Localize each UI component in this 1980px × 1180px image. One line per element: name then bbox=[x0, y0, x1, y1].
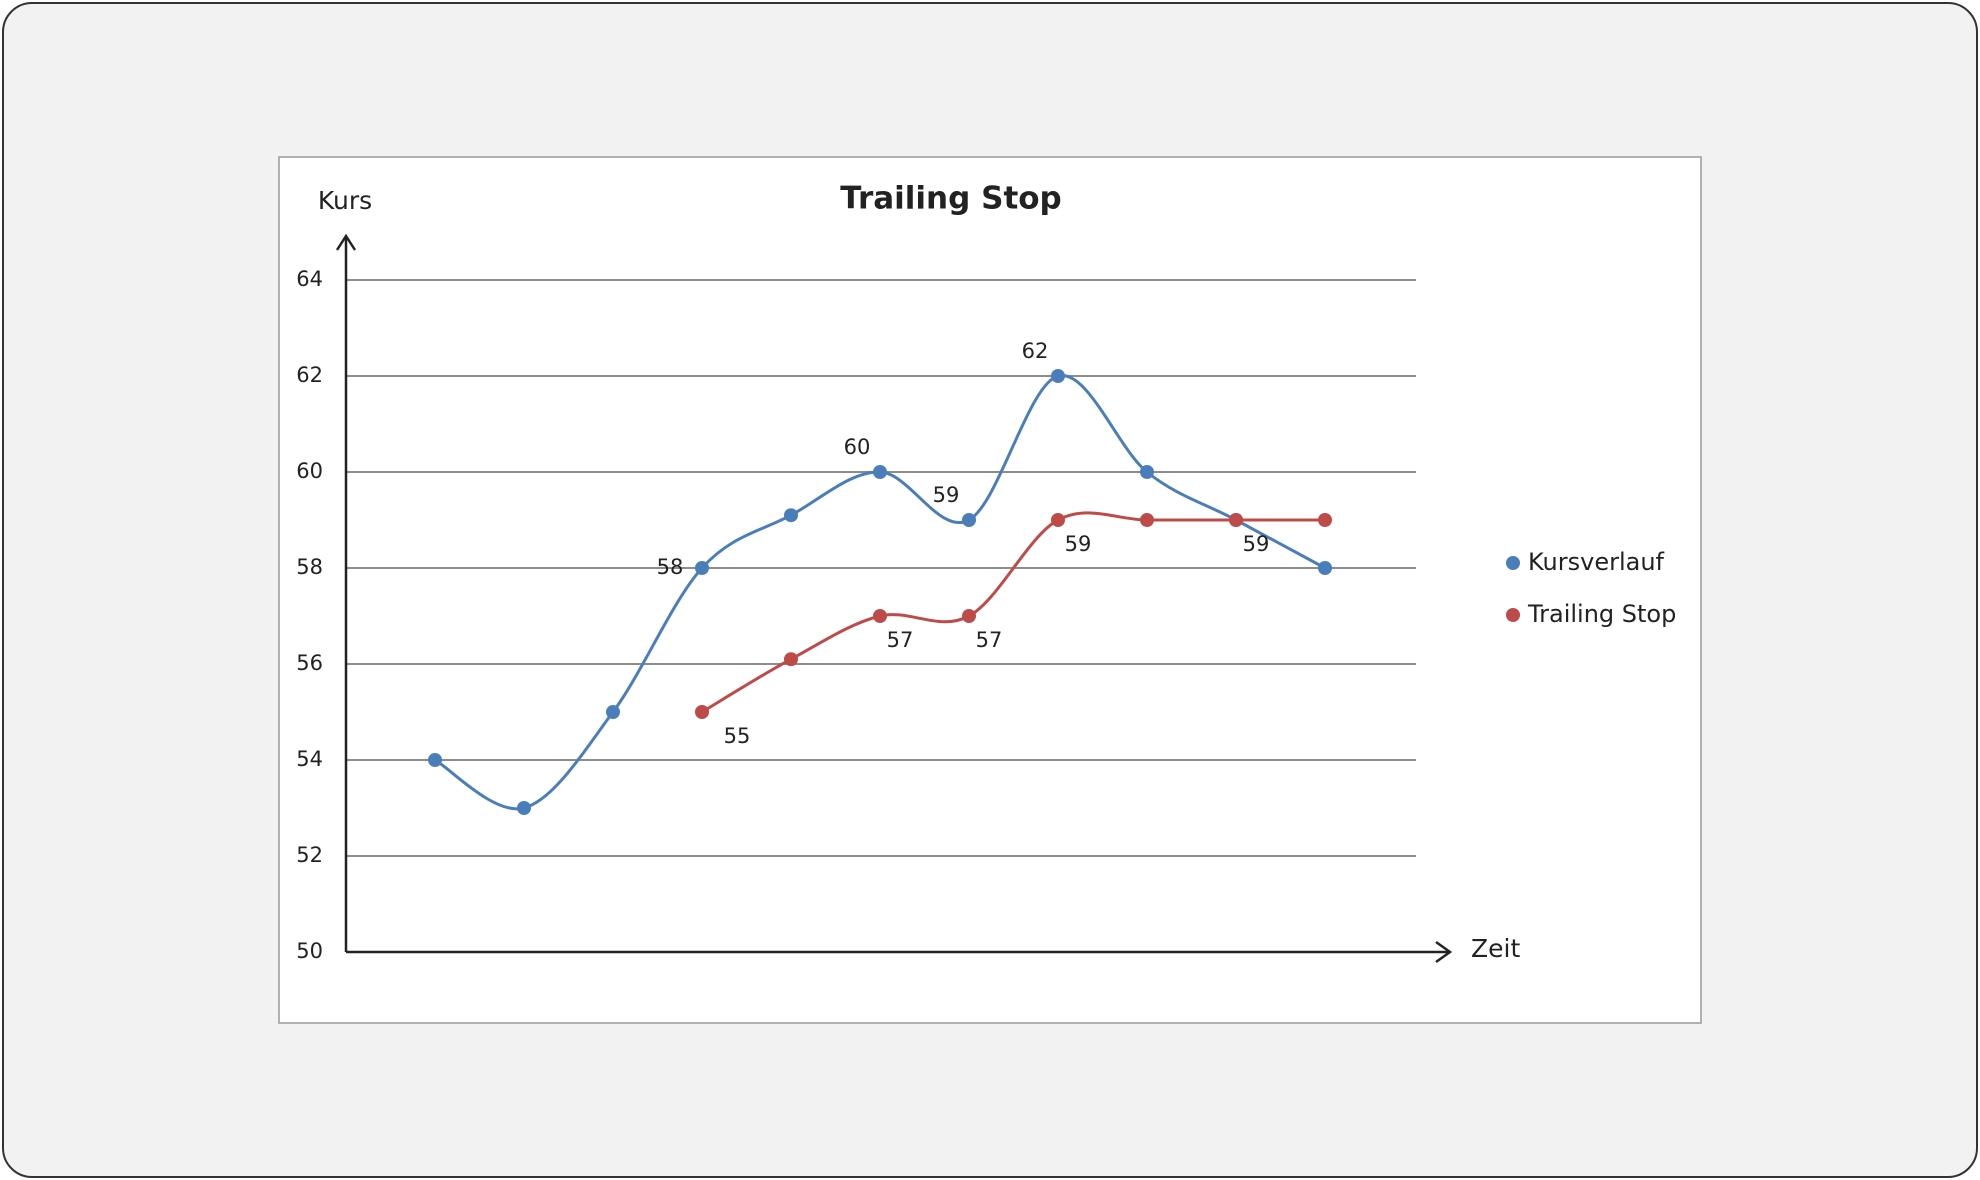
data-point bbox=[1140, 513, 1154, 527]
data-point bbox=[428, 753, 442, 767]
data-label: 60 bbox=[844, 435, 871, 459]
legend-marker bbox=[1506, 556, 1520, 570]
data-label: 57 bbox=[887, 628, 914, 652]
chart-title: Trailing Stop bbox=[840, 181, 1062, 217]
y-axis-label: Kurs bbox=[318, 186, 372, 215]
y-tick-label: 54 bbox=[296, 747, 323, 771]
x-axis-label: Zeit bbox=[1471, 934, 1520, 963]
data-point bbox=[962, 609, 976, 623]
legend-label: Kursverlauf bbox=[1528, 548, 1665, 576]
data-label: 55 bbox=[724, 724, 751, 748]
data-label: 59 bbox=[1243, 532, 1270, 556]
y-tick-label: 60 bbox=[296, 459, 323, 483]
y-tick-label: 58 bbox=[296, 555, 323, 579]
data-point bbox=[962, 513, 976, 527]
y-tick-label: 52 bbox=[296, 843, 323, 867]
data-point bbox=[1318, 513, 1332, 527]
data-point bbox=[1140, 465, 1154, 479]
y-tick-label: 62 bbox=[296, 363, 323, 387]
legend-label: Trailing Stop bbox=[1527, 600, 1676, 628]
data-point bbox=[1229, 513, 1243, 527]
data-label: 59 bbox=[1065, 532, 1092, 556]
data-point bbox=[784, 652, 798, 667]
y-tick-label: 50 bbox=[296, 939, 323, 963]
data-point bbox=[1051, 513, 1065, 527]
data-point bbox=[784, 508, 798, 523]
data-point bbox=[695, 561, 709, 575]
series-line bbox=[701, 511, 1325, 714]
data-label: 58 bbox=[657, 555, 684, 579]
chart-area bbox=[278, 156, 1702, 1024]
y-tick-label: 64 bbox=[296, 267, 323, 291]
y-tick-label: 56 bbox=[296, 651, 323, 675]
data-point bbox=[1051, 369, 1065, 383]
data-point bbox=[1318, 561, 1332, 575]
legend-marker bbox=[1506, 608, 1520, 622]
x-axis-arrow bbox=[1435, 940, 1453, 964]
data-label: 57 bbox=[976, 628, 1003, 652]
data-point bbox=[517, 801, 531, 815]
data-label: 62 bbox=[1022, 339, 1049, 363]
data-label: 59 bbox=[933, 483, 960, 507]
data-point bbox=[873, 609, 887, 623]
data-point bbox=[606, 705, 620, 719]
y-axis-arrow bbox=[335, 233, 357, 251]
data-point bbox=[873, 465, 887, 479]
data-point bbox=[695, 705, 709, 719]
